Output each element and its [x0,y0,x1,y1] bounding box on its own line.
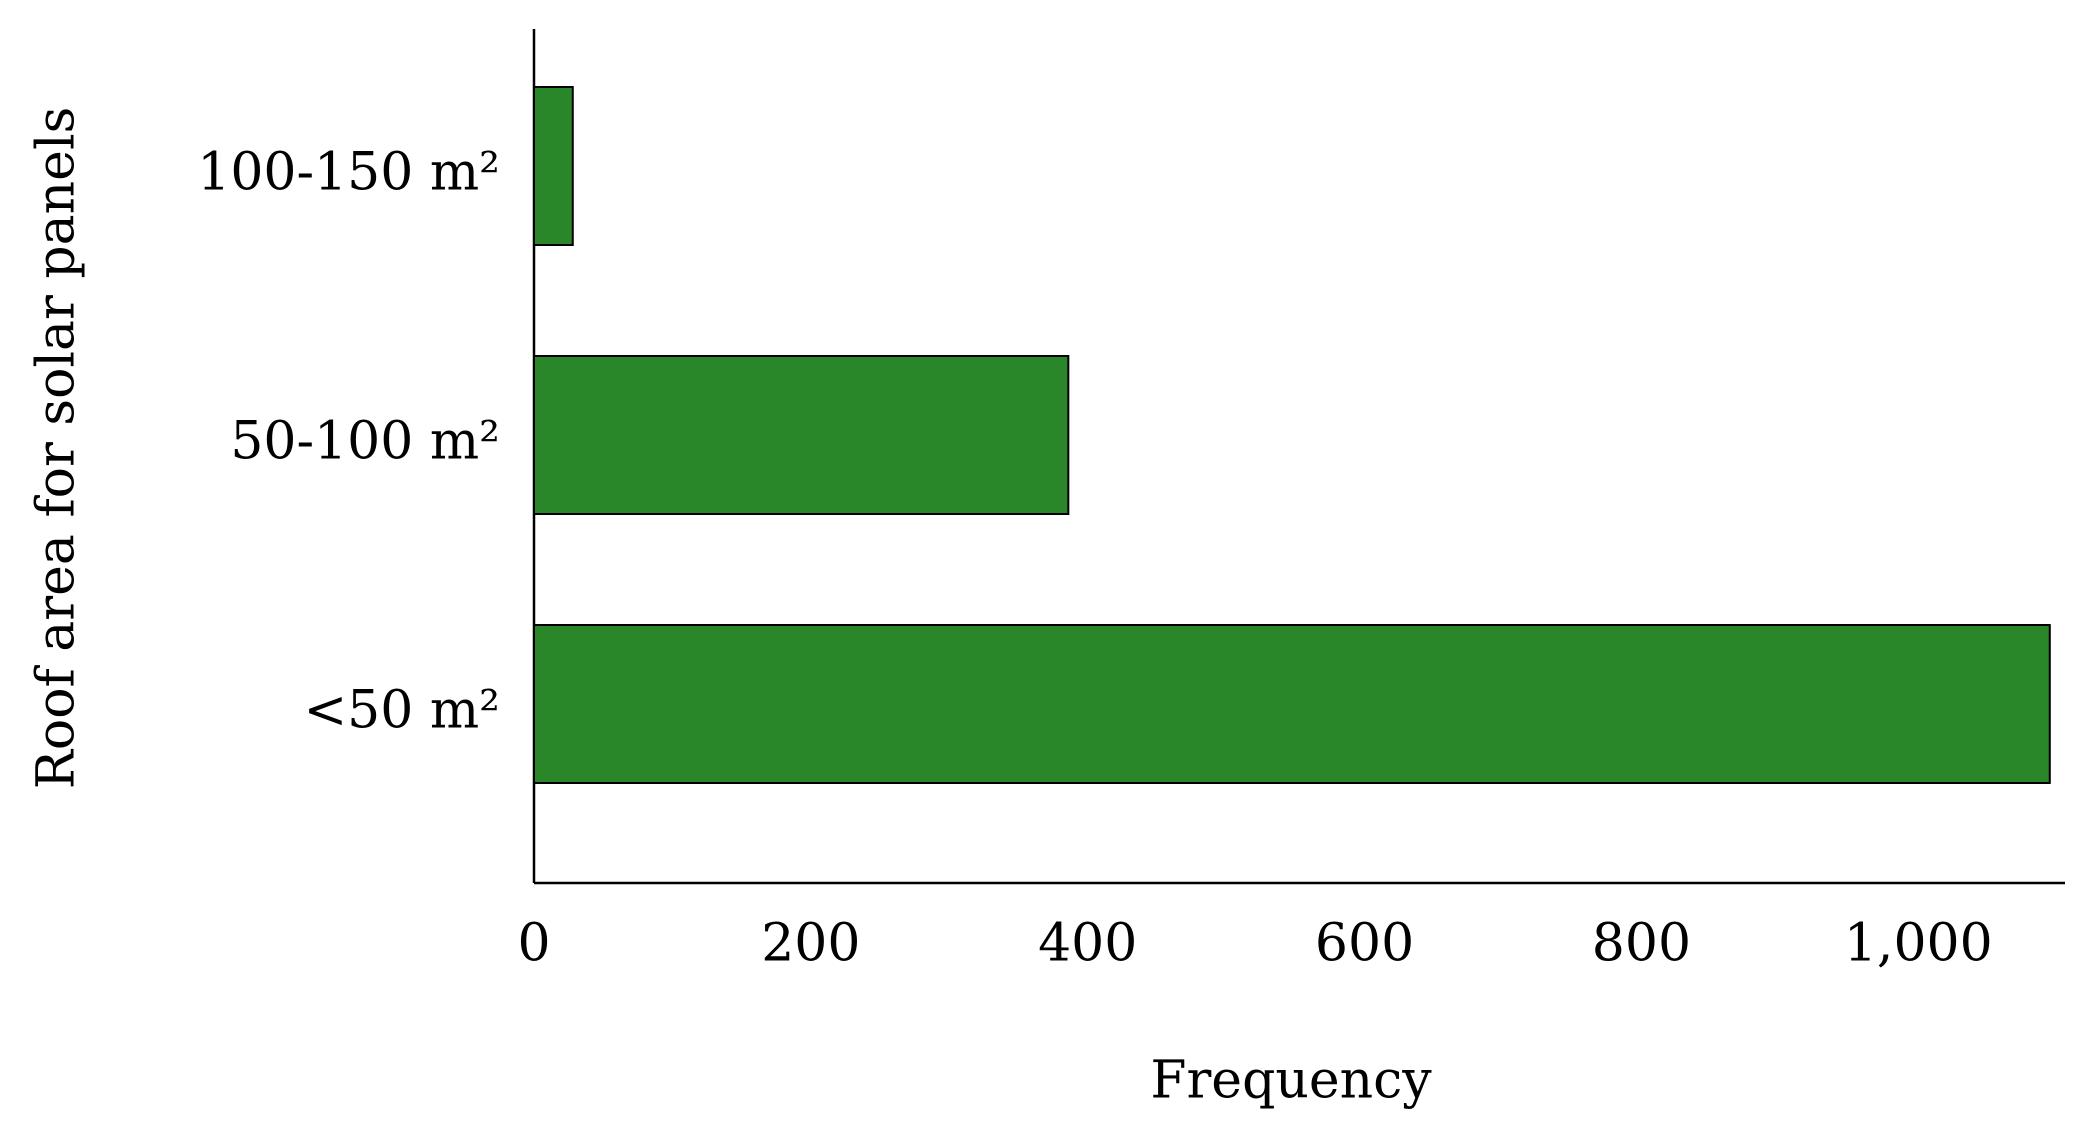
x-tick-label: 600 [1315,914,1414,974]
x-tick-label: 200 [761,914,860,974]
bar [533,624,2051,784]
x-axis-label: Frequency [1150,1051,1432,1111]
y-tick-label: 100-150 m² [197,143,500,203]
x-tick-label: 1,000 [1844,914,1993,974]
x-tick-label: 800 [1592,914,1691,974]
y-tick-label: <50 m² [304,681,500,741]
y-axis-label: Roof area for solar panels [27,107,87,790]
x-tick-label: 400 [1038,914,1137,974]
bar [533,355,1070,515]
bar [533,86,574,246]
y-tick-label: 50-100 m² [230,412,500,472]
x-tick-label: 0 [517,914,550,974]
